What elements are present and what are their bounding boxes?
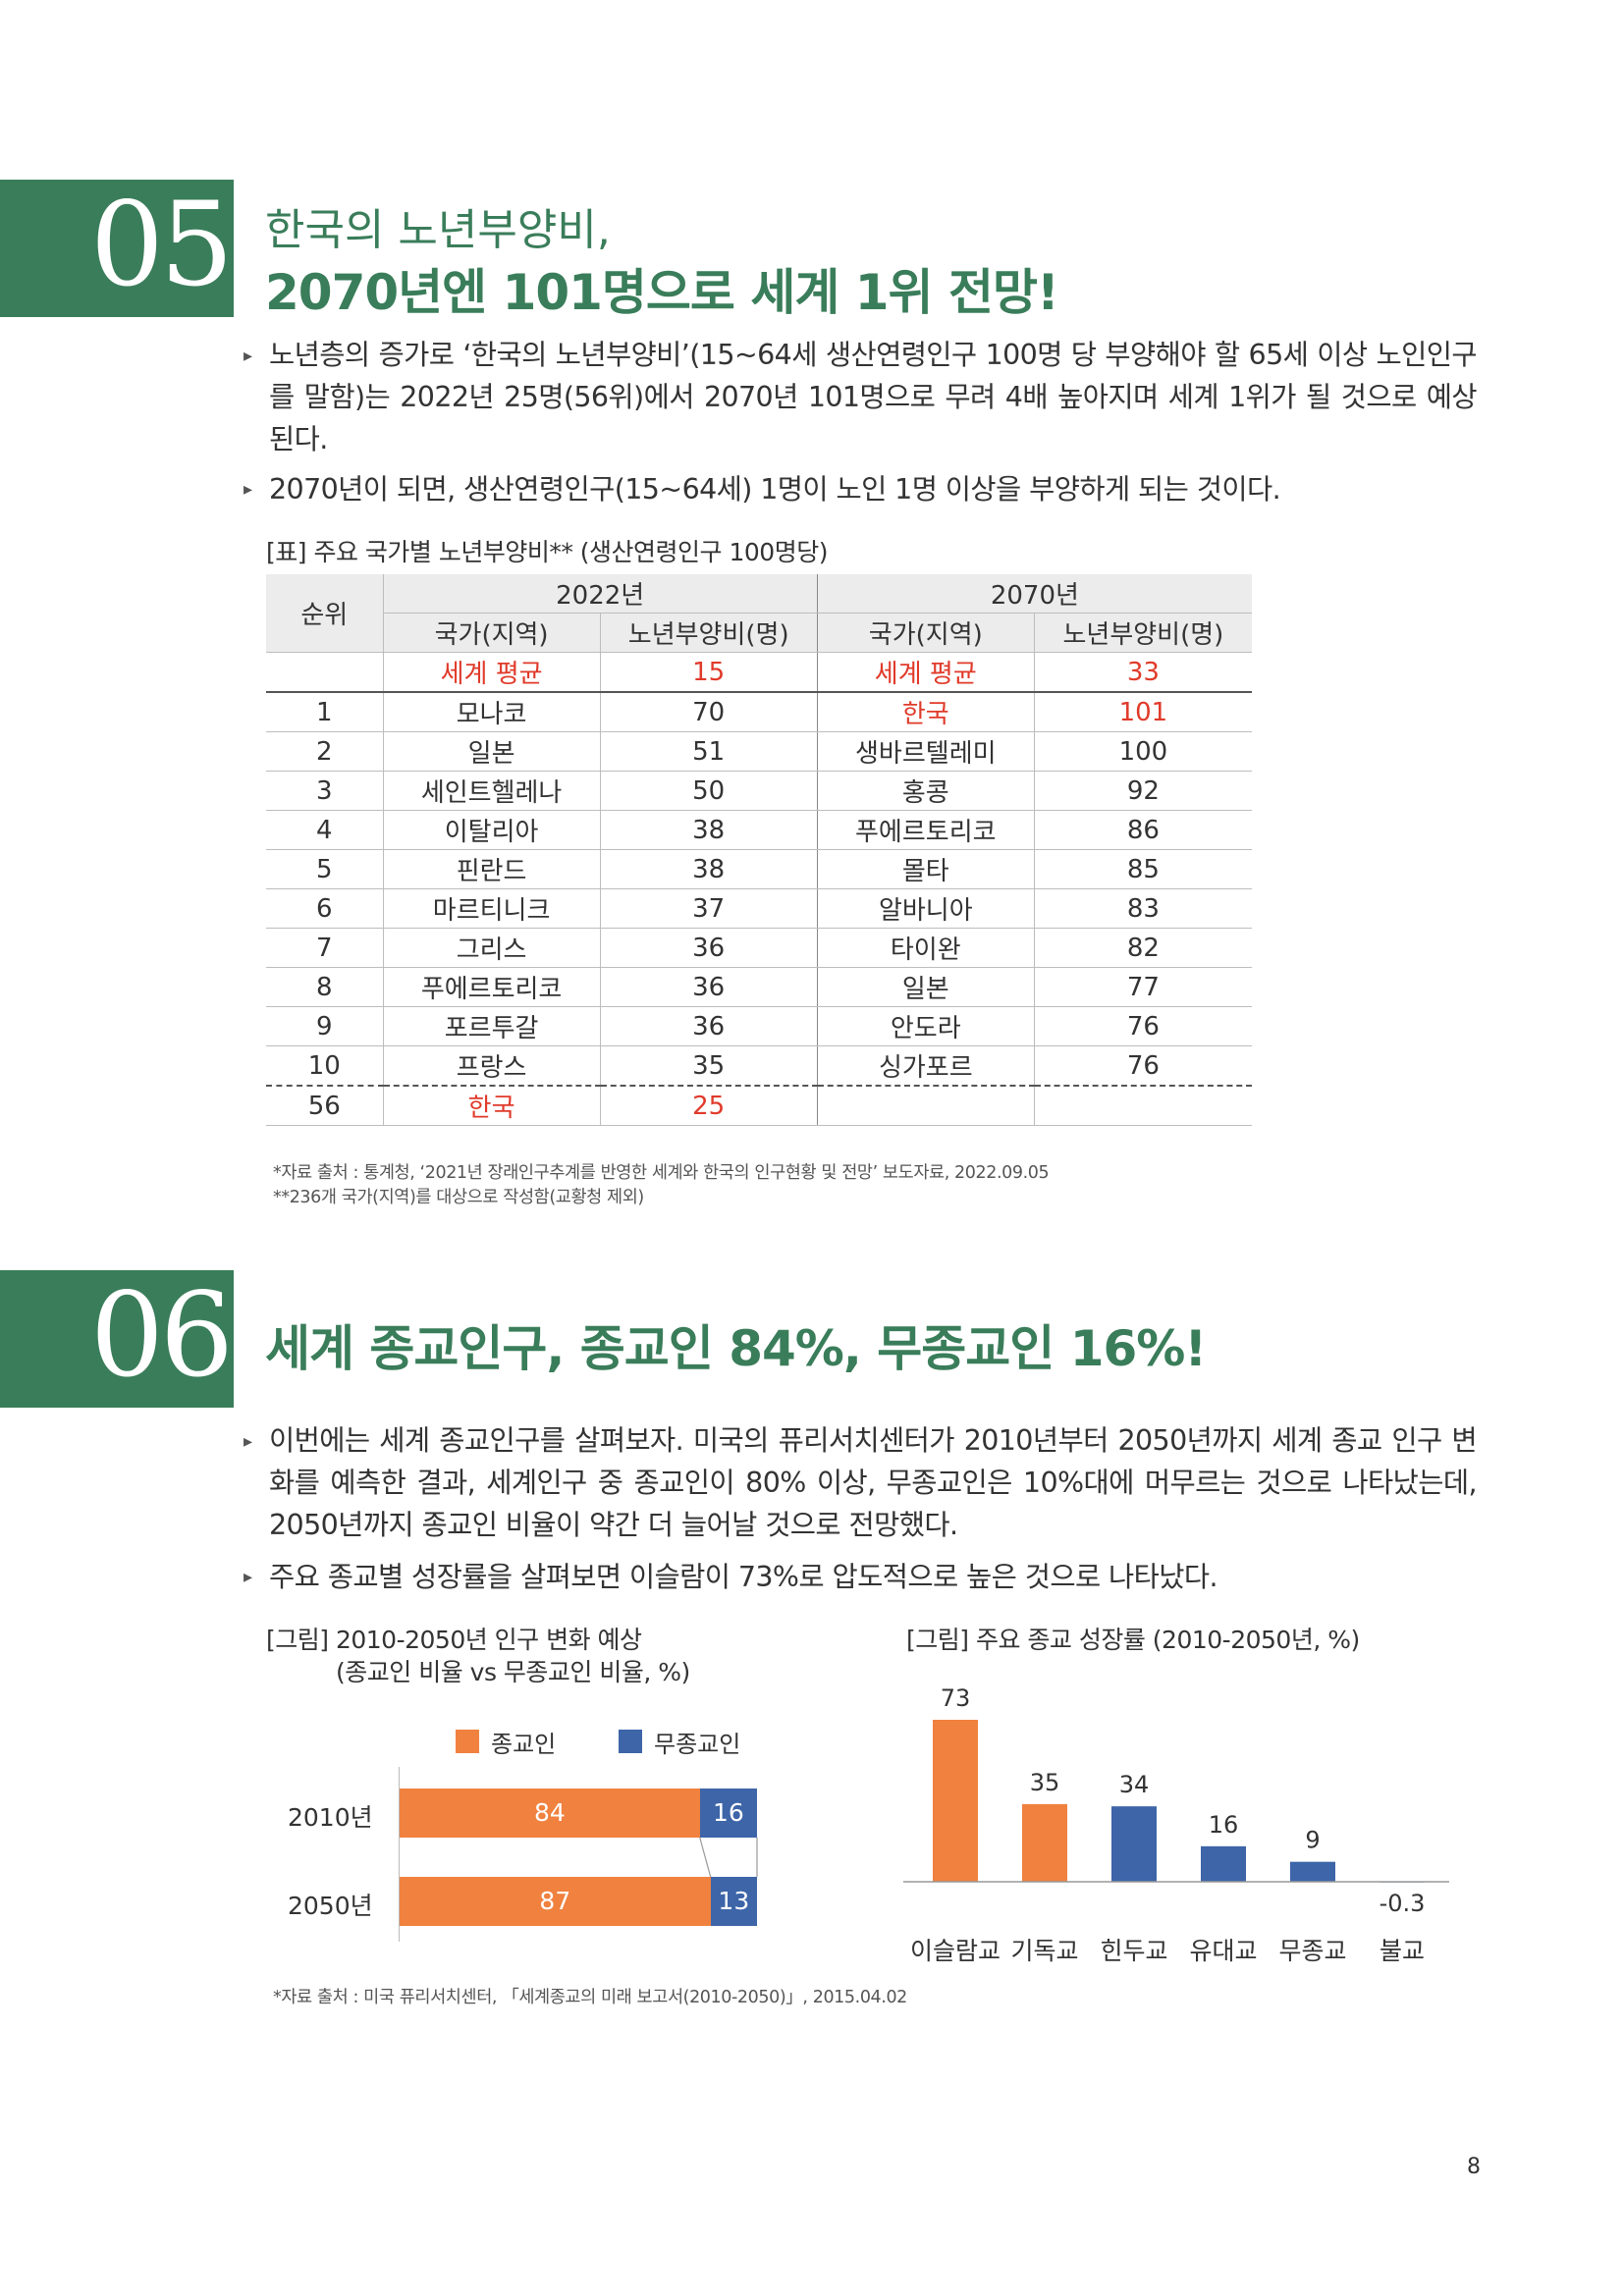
bar-category-label: 불교	[1379, 1937, 1425, 1965]
paragraph-06-2: 주요 종교별 성장률을 살펴보면 이슬람이 73%로 압도적으로 높은 것으로 …	[269, 1561, 1218, 1593]
section-title-06: 세계 종교인구, 종교인 84%, 무종교인 16%!	[265, 1320, 1207, 1377]
legend-label-religious: 종교인	[491, 1731, 557, 1758]
paragraph-05-1: 노년층의 증가로 ‘한국의 노년부양비’(15~64세 생산연령인구 100명 …	[269, 339, 1478, 455]
table-row-korea: 56 한국 25	[266, 1085, 1252, 1126]
table-header-rank: 순위	[266, 574, 384, 653]
bar	[1290, 1861, 1335, 1882]
source-note: *자료 출처 : 통계청, ‘2021년 장래인구추계를 반영한 세계와 한국의…	[273, 1163, 1050, 1183]
paragraph-05-2: 2070년이 되면, 생산연령인구(15~64세) 1명이 노인 1명 이상을 …	[269, 473, 1281, 506]
section-title-05-line2: 2070년엔 101명으로 세계 1위 전망!	[265, 264, 1059, 321]
source-note: *자료 출처 : 미국 퓨리서치센터, 「세계종교의 미래 보고서(2010-2…	[273, 1988, 907, 2007]
bullet-icon: ▸	[243, 1431, 253, 1452]
bar	[1201, 1845, 1246, 1882]
chart1-category-label: 2010년	[288, 1803, 373, 1832]
bar-value-label: 9	[1305, 1827, 1320, 1854]
bar	[1111, 1806, 1157, 1882]
religion-growth-bar-chart: 73 35 34 16 9 -0.3	[903, 1684, 1449, 1917]
section-number-05: 05	[0, 177, 234, 317]
table-row: 5 핀란드 38 몰타 85	[266, 849, 1252, 889]
table-header-2022: 2022년	[382, 574, 818, 614]
chart1-axis-line	[399, 1767, 400, 1942]
bar-value-label: 34	[1119, 1771, 1150, 1798]
table-row: 2 일본 51 생바르텔레미 100	[266, 731, 1252, 772]
table-row: 10 프랑스 35 싱가포르 76	[266, 1045, 1252, 1087]
bar-category-label: 유대교	[1189, 1937, 1258, 1965]
table-row: 9 포르투갈 36 안도라 76	[266, 1006, 1252, 1046]
legend-swatch-religious	[456, 1730, 479, 1753]
chart1-category-label: 2050년	[288, 1892, 373, 1920]
chart1-subtitle: (종교인 비율 vs 무종교인 비율, %)	[336, 1658, 690, 1686]
bar-category-label: 무종교	[1278, 1937, 1347, 1965]
bar-value-label: -0.3	[1380, 1890, 1426, 1917]
bullet-icon: ▸	[243, 1567, 253, 1587]
table-row: 6 마르티니크 37 알바니아 83	[266, 888, 1252, 929]
bar-unaffiliated: 16	[699, 1789, 757, 1838]
table-row-average: 세계 평균 15 세계 평균 33	[266, 652, 1252, 693]
table-caption: [표] 주요 국가별 노년부양비** (생산연령인구 100명당)	[266, 538, 828, 566]
section-number-06: 06	[0, 1267, 234, 1408]
table-header-2070: 2070년	[816, 574, 1252, 614]
dependency-ratio-table: 순위 2022년 2070년 국가(지역) 노년부양비(명) 국가(지역) 노년…	[266, 574, 1252, 1126]
table-header-ratio: 노년부양비(명)	[1033, 613, 1252, 653]
bullet-icon: ▸	[243, 346, 253, 366]
footnote: **236개 국가(지역)를 대상으로 작성함(교황청 제외)	[273, 1188, 644, 1207]
bar-religious: 84	[400, 1789, 700, 1838]
bar-value-label: 35	[1030, 1769, 1060, 1796]
table-header-country: 국가(지역)	[382, 613, 601, 653]
chart2-title: [그림] 주요 종교 성장률 (2010-2050년, %)	[906, 1626, 1360, 1654]
legend-swatch-unaffiliated	[619, 1730, 642, 1753]
table-row: 4 이탈리아 38 푸에르토리코 86	[266, 810, 1252, 850]
table-header-ratio: 노년부양비(명)	[599, 613, 818, 653]
table-row: 8 푸에르토리코 36 일본 77	[266, 967, 1252, 1007]
bar-category-label: 기독교	[1010, 1937, 1079, 1965]
legend-label-unaffiliated: 무종교인	[654, 1731, 741, 1758]
table-row: 7 그리스 36 타이완 82	[266, 928, 1252, 968]
bar-category-label: 이슬람교	[909, 1937, 1001, 1965]
table-row: 1 모나코 70 한국 101	[266, 691, 1252, 732]
bar-category-label: 힌두교	[1100, 1937, 1168, 1965]
bar	[933, 1720, 978, 1882]
page-number: 8	[1467, 2155, 1481, 2179]
bar-religious: 87	[400, 1877, 711, 1926]
bar-value-label: 73	[941, 1684, 971, 1712]
table-header-country: 국가(지역)	[816, 613, 1035, 653]
bar-value-label: 16	[1209, 1811, 1239, 1839]
table-row: 3 세인트헬레나 50 홍콩 92	[266, 771, 1252, 811]
bullet-icon: ▸	[243, 479, 253, 500]
bar	[1022, 1803, 1067, 1882]
bar-unaffiliated: 13	[710, 1877, 757, 1926]
section-title-05-line1: 한국의 노년부양비,	[265, 205, 611, 255]
chart1-title: [그림] 2010-2050년 인구 변화 예상	[266, 1626, 642, 1654]
paragraph-06-1: 이번에는 세계 종교인구를 살펴보자. 미국의 퓨리서치센터가 2010년부터 …	[269, 1424, 1478, 1541]
